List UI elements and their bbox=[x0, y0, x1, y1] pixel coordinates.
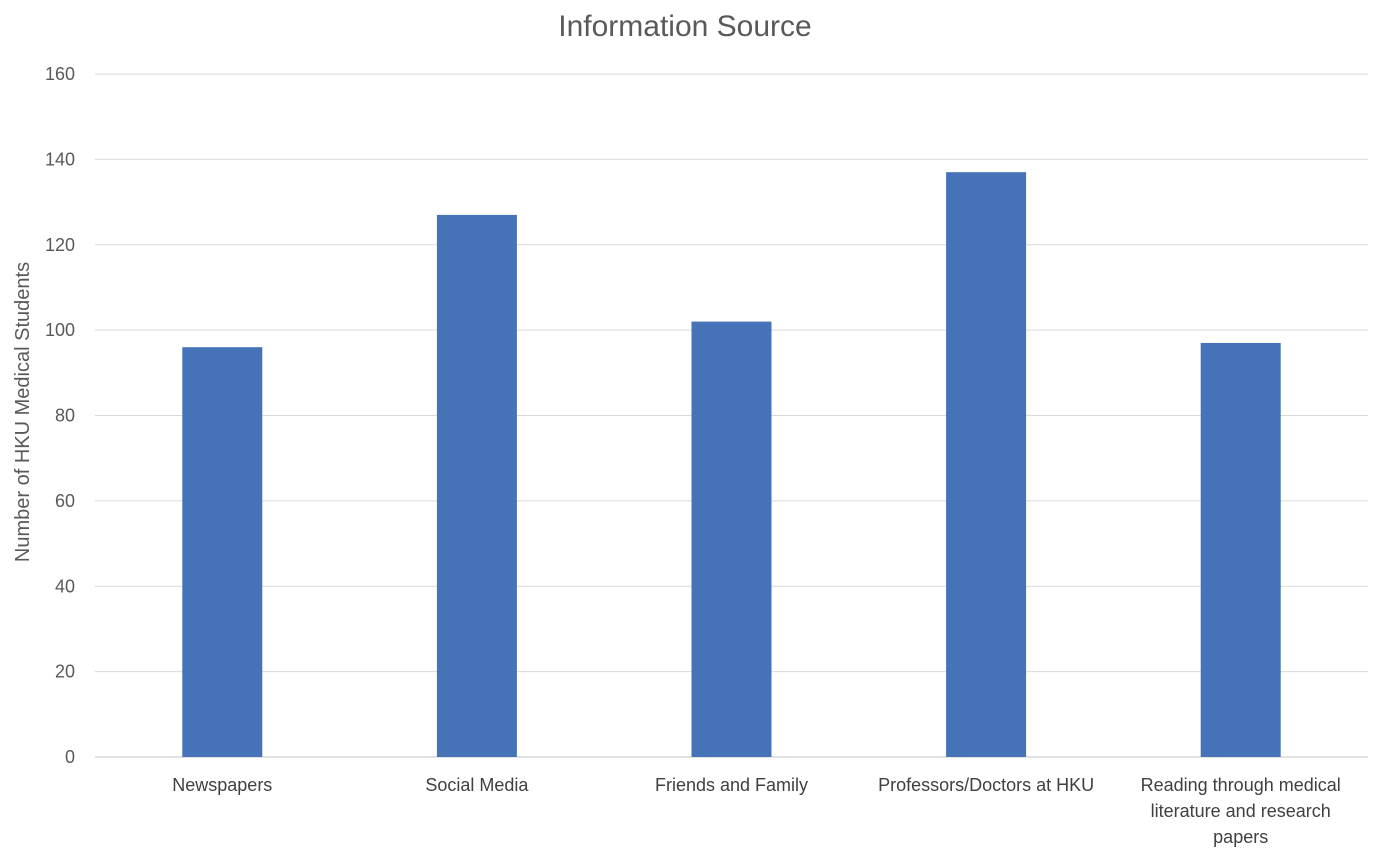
bar-4 bbox=[946, 172, 1027, 757]
x-category-label-1: Newspapers bbox=[172, 775, 272, 795]
y-tick-label-80: 80 bbox=[55, 406, 75, 426]
x-category-label-line: Newspapers bbox=[172, 775, 272, 795]
y-tick-label-40: 40 bbox=[55, 576, 75, 596]
x-category-label-line: papers bbox=[1213, 827, 1268, 847]
x-category-label-line: Professors/Doctors at HKU bbox=[878, 775, 1094, 795]
x-axis-category-labels: Newspapers Social Media Friends and Family… bbox=[172, 775, 1340, 847]
y-tick-label-120: 120 bbox=[45, 235, 75, 255]
x-category-label-line: literature and research bbox=[1151, 801, 1331, 821]
bar-5 bbox=[1200, 342, 1281, 757]
chart-title: Information Source bbox=[558, 10, 811, 43]
x-category-label-line: Social Media bbox=[425, 775, 529, 795]
y-tick-label-160: 160 bbox=[45, 64, 75, 84]
bar-3 bbox=[691, 321, 772, 757]
x-category-label-line: Reading through medical bbox=[1141, 775, 1341, 795]
x-category-label-5: Reading through medical literature and re… bbox=[1141, 775, 1341, 847]
y-tick-label-140: 140 bbox=[45, 149, 75, 169]
y-axis-title: Number of HKU Medical Students bbox=[12, 262, 34, 562]
bars bbox=[182, 172, 1281, 757]
y-axis-ticks: 0 20 40 60 80 100 120 140 160 bbox=[45, 64, 75, 767]
y-tick-label-100: 100 bbox=[45, 320, 75, 340]
y-tick-label-0: 0 bbox=[65, 747, 75, 767]
x-category-label-3: Friends and Family bbox=[655, 775, 808, 795]
x-category-label-line: Friends and Family bbox=[655, 775, 808, 795]
bar-2 bbox=[436, 214, 517, 757]
x-category-label-2: Social Media bbox=[425, 775, 529, 795]
x-category-label-4: Professors/Doctors at HKU bbox=[878, 775, 1094, 795]
bar-1 bbox=[182, 347, 263, 757]
y-tick-label-20: 20 bbox=[55, 662, 75, 682]
y-tick-label-60: 60 bbox=[55, 491, 75, 511]
